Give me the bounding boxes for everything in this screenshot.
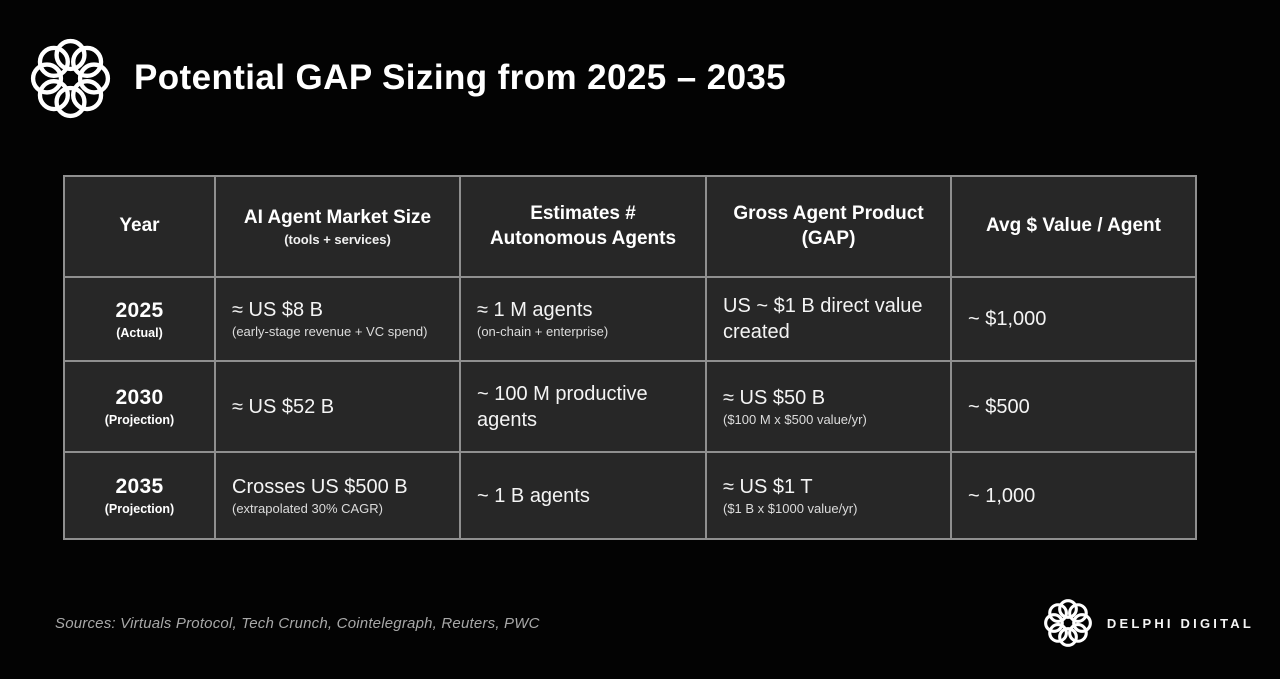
cell-value: ~ 1,000	[968, 484, 1036, 507]
cell-2030-agents: ~ 100 M productive agents	[461, 362, 705, 451]
cell-2035-year: 2035 (Projection)	[65, 453, 214, 538]
delphi-knot-logo-icon	[1043, 599, 1092, 647]
year-value: 2030	[115, 386, 164, 409]
col-header-note: (tools + services)	[284, 232, 391, 248]
cell-2030-market-size: ≈ US $52 B	[216, 362, 459, 451]
cell-value: ~ 100 M productive agents	[477, 382, 648, 431]
cell-value: ≈ US $1 T	[723, 475, 813, 498]
cell-2025-year: 2025 (Actual)	[65, 278, 214, 360]
cell-2035-market-size: Crosses US $500 B (extrapolated 30% CAGR…	[216, 453, 459, 538]
col-header-avg-value: Avg $ Value / Agent	[952, 177, 1195, 276]
col-header-label: Year	[119, 215, 160, 237]
cell-value: ≈ US $52 B	[232, 395, 335, 418]
year-note: (Projection)	[104, 502, 175, 516]
cell-2035-gap: ≈ US $1 T ($1 B x $1000 value/yr)	[707, 453, 950, 538]
delphi-knot-logo-icon	[30, 38, 111, 119]
cell-note: (extrapolated 30% CAGR)	[232, 500, 384, 516]
cell-2025-market-size: ≈ US $8 B (early-stage revenue + VC spen…	[216, 278, 459, 360]
cell-value: US ~ $1 B direct value created	[723, 295, 923, 343]
gap-sizing-table: Year AI Agent Market Size (tools + servi…	[63, 175, 1197, 540]
cell-value: ~ 1 B agents	[477, 484, 590, 507]
cell-value: ≈ US $8 B	[232, 299, 324, 322]
col-header-label: Avg $ Value / Agent	[986, 215, 1161, 237]
cell-2030-gap: ≈ US $50 B ($100 M x $500 value/yr)	[707, 362, 950, 451]
cell-note: (on-chain + enterprise)	[477, 324, 609, 340]
cell-value: ~ $500	[968, 395, 1030, 418]
cell-2035-avg-value: ~ 1,000	[952, 453, 1195, 538]
year-note: (Actual)	[116, 325, 163, 340]
cell-note: ($1 B x $1000 value/yr)	[723, 500, 858, 516]
cell-value: ≈ 1 M agents	[477, 299, 593, 322]
col-header-autonomous-agents: Estimates # Autonomous Agents	[461, 177, 705, 276]
sources-note: Sources: Virtuals Protocol, Tech Crunch,…	[55, 615, 540, 632]
year-value: 2035	[115, 475, 164, 498]
col-header-label: Gross Agent Product (GAP)	[733, 203, 924, 249]
col-header-label: Estimates # Autonomous Agents	[489, 203, 677, 249]
cell-2030-year: 2030 (Projection)	[65, 362, 214, 451]
cell-2025-avg-value: ~ $1,000	[952, 278, 1195, 360]
cell-2025-gap: US ~ $1 B direct value created	[707, 278, 950, 360]
col-header-year: Year	[65, 177, 214, 276]
cell-note: (early-stage revenue + VC spend)	[232, 324, 428, 340]
col-header-gap: Gross Agent Product (GAP)	[707, 177, 950, 276]
cell-2025-agents: ≈ 1 M agents (on-chain + enterprise)	[461, 278, 705, 360]
cell-note: ($100 M x $500 value/yr)	[723, 411, 867, 427]
page-title: Potential GAP Sizing from 2025 – 2035	[134, 58, 787, 97]
cell-2030-avg-value: ~ $500	[952, 362, 1195, 451]
year-note: (Projection)	[104, 413, 175, 427]
col-header-market-size: AI Agent Market Size (tools + services)	[216, 177, 459, 276]
cell-value: ≈ US $50 B	[723, 386, 826, 409]
year-value: 2025	[115, 298, 164, 322]
cell-2035-agents: ~ 1 B agents	[461, 453, 705, 538]
brand-wordmark: DELPHI DIGITAL	[1106, 615, 1254, 631]
brand-lockup: DELPHI DIGITAL	[1042, 596, 1254, 650]
cell-value: ~ $1,000	[968, 308, 1047, 330]
cell-value: Crosses US $500 B	[232, 475, 408, 498]
col-header-label: AI Agent Market Size	[243, 206, 432, 228]
